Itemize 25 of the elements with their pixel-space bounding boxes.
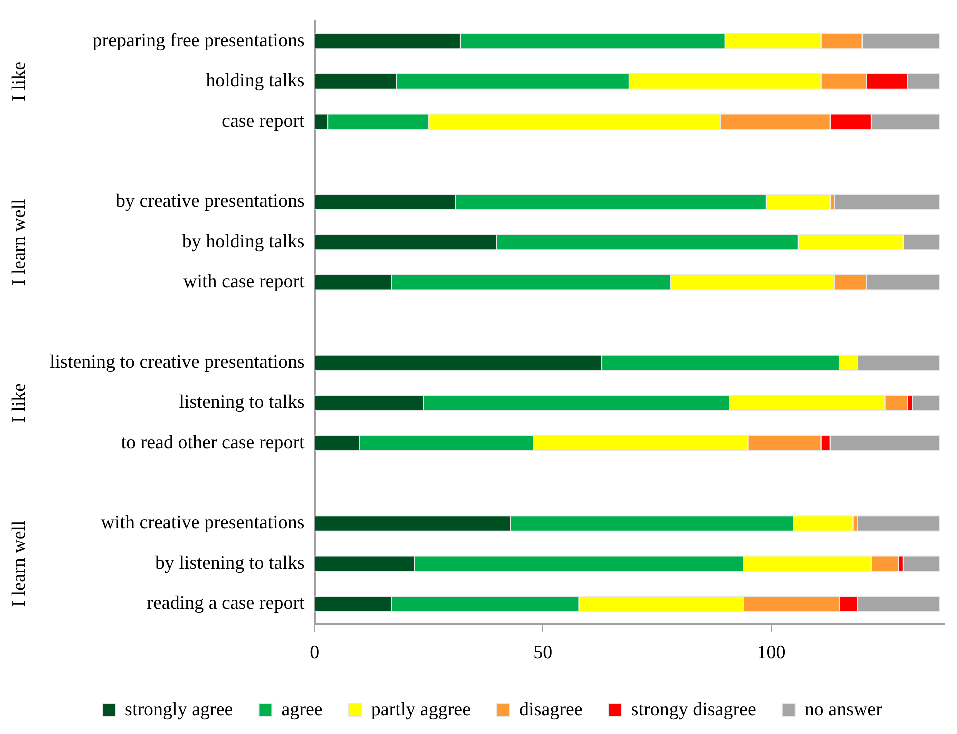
y-tick-label: to read other case report — [121, 432, 306, 454]
x-tick-label: 0 — [310, 642, 320, 664]
y-tick-label: listening to talks — [179, 392, 305, 414]
y-tick-label: preparing free presentations — [92, 30, 305, 52]
y-tick-label: by creative presentations — [116, 191, 305, 212]
x-tick-label: 50 — [534, 642, 553, 664]
x-tick-label: 100 — [757, 642, 786, 664]
legend-label: disagree — [520, 699, 583, 720]
text: I learn well — [8, 520, 30, 608]
text: I like — [8, 383, 30, 423]
y-tick-label: listening to creative presentations — [50, 352, 305, 373]
y-tick-label: case report — [222, 110, 306, 132]
legend-label: partly aggree — [371, 699, 472, 720]
text: I learn well — [8, 199, 30, 286]
y-tick-label: reading a case report — [147, 593, 306, 614]
y-tick-label: by listening to talks — [155, 552, 305, 574]
y-tick-label: with case report — [183, 272, 306, 293]
text: I like — [8, 62, 30, 102]
legend-label: agree — [282, 699, 323, 720]
y-tick-label: with creative presentations — [101, 512, 305, 534]
y-tick-label: holding talks — [206, 70, 305, 92]
legend-label: strongly agree — [125, 699, 234, 720]
legend-label: no answer — [804, 699, 884, 720]
y-tick-label: by holding talks — [182, 231, 305, 252]
legend-label: strongy disagree — [631, 699, 756, 720]
